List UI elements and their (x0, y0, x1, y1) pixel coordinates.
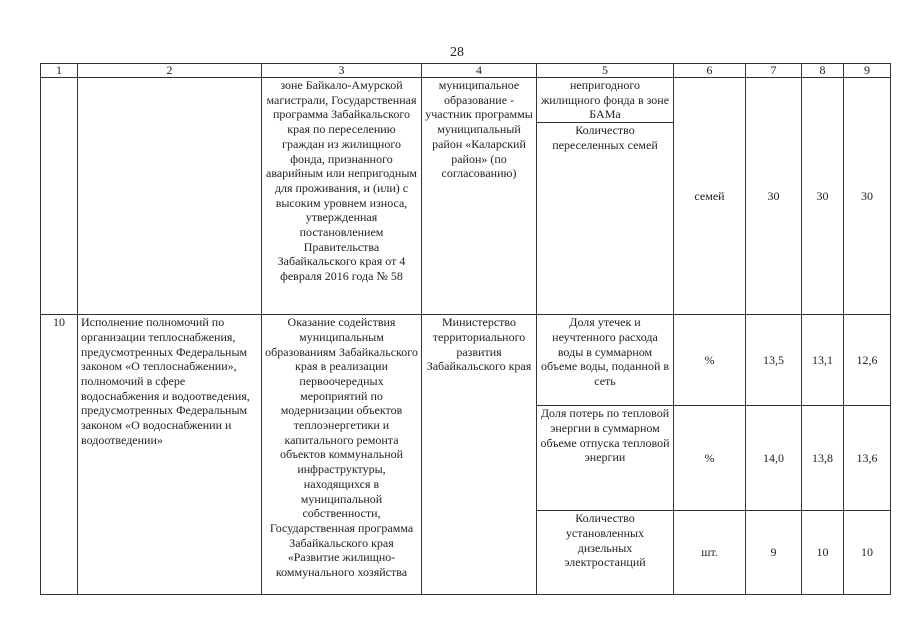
indicator-unit: % (673, 314, 746, 407)
column-header: 3 (261, 63, 422, 78)
measure-cell: зоне Байкало-Амурской магистрали, Госуда… (261, 76, 422, 316)
indicator-value-7: 9 (745, 510, 802, 596)
measure-cell: Оказание содействия муниципальным образо… (261, 314, 422, 596)
executor-cell: муниципальное образование - участник про… (421, 76, 537, 316)
column-header: 8 (801, 63, 844, 78)
indicator-value-8: 30 (801, 76, 844, 316)
executor-cell: Министерство территориального развития З… (421, 314, 537, 596)
indicator-value-9: 12,6 (843, 314, 891, 407)
indicator-value-9: 10 (843, 510, 891, 596)
indicator-name: Количество установленных дизельных элект… (536, 510, 674, 596)
table-row: Количество установленных дизельных элект… (41, 510, 891, 596)
table-row: Количество переселенных семей (41, 122, 891, 316)
column-number-row: 1 2 3 4 5 6 7 8 9 (40, 63, 891, 78)
indicator-unit: шт. (673, 510, 746, 596)
indicator-value-7: 14,0 (745, 405, 802, 512)
indicator-name: Доля утечек и неучтенного расхода воды в… (536, 314, 674, 407)
column-header: 2 (77, 63, 262, 78)
indicator-value-9: 30 (843, 76, 891, 316)
column-header: 4 (421, 63, 537, 78)
indicator-value-8: 10 (801, 510, 844, 596)
page-number: 28 (450, 45, 464, 60)
indicator-unit: семей (673, 76, 746, 316)
table-row: 10 Исполнение полномочий по организации … (40, 314, 891, 596)
indicator-name: Количество переселенных семей (536, 122, 674, 316)
row-number (40, 76, 78, 316)
table-row: зоне Байкало-Амурской магистрали, Госуда… (40, 76, 891, 316)
column-header: 9 (843, 63, 891, 78)
task-cell (77, 76, 262, 316)
indicator-value-7: 13,5 (745, 314, 802, 407)
column-header: 5 (536, 63, 674, 78)
table-row: Доля потерь по тепловой энергии в суммар… (41, 405, 891, 512)
column-header: 6 (673, 63, 746, 78)
indicator-value-7: 30 (745, 76, 802, 316)
row-number: 10 (40, 314, 78, 596)
indicator-value-8: 13,8 (801, 405, 844, 512)
indicator-value-9: 13,6 (843, 405, 891, 512)
indicator-unit: % (673, 405, 746, 512)
task-cell: Исполнение полномочий по организации теп… (77, 314, 262, 596)
indicator-name: непригодного жилищного фонда в зоне БАМа (536, 76, 674, 124)
indicator-value-8: 13,1 (801, 314, 844, 407)
indicator-name: Доля потерь по тепловой энергии в суммар… (536, 405, 674, 512)
column-header: 7 (745, 63, 802, 78)
indicators-table: 1 2 3 4 5 6 7 8 9 зоне Байкало-Амурской … (40, 63, 891, 596)
column-header: 1 (40, 63, 78, 78)
